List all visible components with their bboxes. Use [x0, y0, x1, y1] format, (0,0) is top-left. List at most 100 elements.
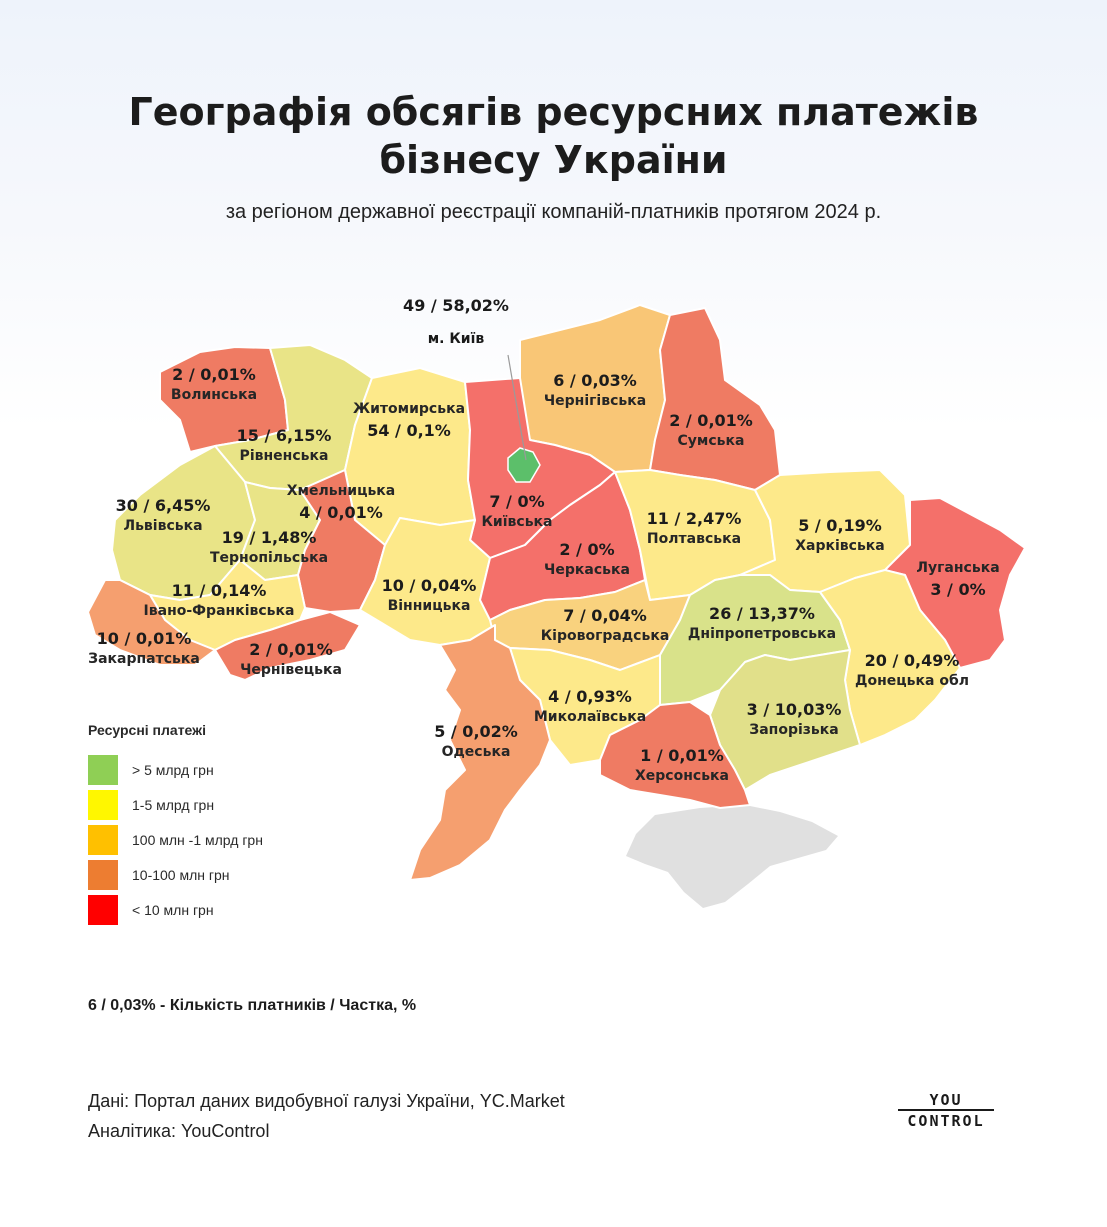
value-donetska: 20 / 0,49% — [864, 651, 960, 670]
region-zakarpatska[interactable] — [87, 579, 216, 666]
value-dnipropetrovska: 26 / 13,37% — [709, 604, 815, 623]
kyiv-city-name: м. Київ — [427, 331, 485, 347]
region-chernivetska[interactable] — [214, 611, 361, 681]
legend-label: > 5 млрд грн — [132, 761, 214, 778]
legend-item: 1-5 млрд грн — [88, 787, 263, 822]
format-note: 6 / 0,03% - Кількість платників / Частка… — [88, 997, 417, 1014]
name-zhytomyrska: Житомирська — [352, 401, 466, 417]
label-chernihivska: 6 / 0,03% Чернігівська — [544, 370, 646, 412]
label-zaporizka: 3 / 10,03% Запорізька — [747, 699, 842, 741]
label-ivano-frankivska: 11 / 0,14% Івано-Франківська — [144, 580, 295, 622]
legend-item: 10-100 млн грн — [88, 857, 263, 892]
page-subtitle: за регіоном державної реєстрації компані… — [225, 201, 882, 223]
source-analytics-line: Аналітика: YouControl — [88, 1121, 270, 1141]
name-khmelnytska: Хмельницька — [286, 483, 396, 499]
label-sumska: 2 / 0,01% Сумська — [669, 410, 753, 452]
legend-item: 100 млн -1 млрд грн — [88, 822, 263, 857]
label-kirovohradska: 7 / 0,04% Кіровоградська — [541, 605, 670, 647]
value-khmelnytska: 4 / 0,01% — [299, 503, 383, 522]
name-volynska: Волинська — [170, 387, 258, 403]
value-chernihivska: 6 / 0,03% — [553, 371, 637, 390]
label-ternopilska: 19 / 1,48% Тернопільська — [210, 527, 328, 569]
logo-top: YOU — [929, 1091, 963, 1109]
label-lvivska: 30 / 6,45% Львівська — [116, 495, 211, 537]
name-rivnenska: Рівненська — [239, 448, 329, 464]
youcontrol-logo: YOU CONTROL — [898, 1092, 994, 1129]
value-poltavska: 11 / 2,47% — [646, 509, 742, 528]
region-odeska[interactable] — [409, 624, 551, 881]
source-data-line: Дані: Портал даних видобувної галузі Укр… — [88, 1091, 565, 1111]
value-ternopilska: 19 / 1,48% — [221, 528, 317, 547]
label-donetska: 20 / 0,49% Донецька обл — [855, 650, 969, 692]
region-kyiv-city[interactable] — [507, 447, 541, 483]
title-line-1: Географія обсягів ресурсних платежів — [128, 90, 979, 134]
value-zaporizka: 3 / 10,03% — [746, 700, 842, 719]
legend-title: Ресурсні платежі — [88, 722, 206, 738]
name-chernivetska: Чернівецька — [240, 662, 342, 678]
name-kirovohradska: Кіровоградська — [540, 628, 670, 644]
label-dnipropetrovska: 26 / 13,37% Дніпропетровська — [688, 603, 836, 645]
legend-swatch-over-5bn — [88, 754, 118, 785]
legend-swatch-100m-1bn — [88, 824, 118, 855]
label-volynska: 2 / 0,01% Волинська — [171, 364, 257, 406]
label-poltavska: 11 / 2,47% Полтавська — [647, 508, 742, 550]
value-odeska: 5 / 0,02% — [434, 722, 518, 741]
name-mykolaivska: Миколаївська — [533, 709, 647, 725]
name-kharkivska: Харківська — [795, 538, 885, 554]
region-khersonska[interactable] — [599, 701, 751, 809]
label-vinnytska: 10 / 0,04% Вінницька — [382, 575, 477, 617]
name-luhanska: Луганська — [916, 560, 1000, 576]
legend-swatch-1-5bn — [88, 789, 118, 820]
value-mykolaivska: 4 / 0,93% — [548, 687, 632, 706]
value-kyivska: 7 / 0% — [489, 492, 545, 511]
title-line-2: бізнесу України — [379, 138, 728, 182]
name-ternopilska: Тернопільська — [209, 550, 329, 566]
label-khmelnytska: Хмельницька 4 / 0,01% — [287, 481, 396, 523]
name-lvivska: Львівська — [123, 518, 203, 534]
legend-label: 10-100 млн грн — [132, 866, 230, 883]
value-khersonska: 1 / 0,01% — [640, 746, 724, 765]
value-zakarpatska: 10 / 0,01% — [96, 629, 192, 648]
legend-item: > 5 млрд грн — [88, 752, 263, 787]
legend-swatch-under-10m — [88, 894, 118, 925]
label-rivnenska: 15 / 6,15% Рівненська — [237, 425, 332, 467]
label-zakarpatska: 10 / 0,01% Закарпатська — [88, 628, 200, 670]
page-title: Географія обсягів ресурсних платежів біз… — [0, 88, 1107, 184]
legend-item: < 10 млн грн — [88, 892, 263, 927]
source-block: Дані: Портал даних видобувної галузі Укр… — [88, 1086, 565, 1146]
label-chernivetska: 2 / 0,01% Чернівецька — [240, 639, 342, 681]
name-vinnytska: Вінницька — [387, 598, 471, 614]
region-crimea — [626, 805, 838, 908]
name-khersonska: Херсонська — [634, 768, 730, 784]
label-khersonska: 1 / 0,01% Херсонська — [635, 745, 729, 787]
value-chernivetska: 2 / 0,01% — [249, 640, 333, 659]
name-ivano-frankivska: Івано-Франківська — [143, 603, 295, 619]
value-vinnytska: 10 / 0,04% — [381, 576, 477, 595]
legend-swatch-10-100m — [88, 859, 118, 890]
value-lvivska: 30 / 6,45% — [115, 496, 211, 515]
name-sumska: Сумська — [677, 433, 745, 449]
region-khmelnytska[interactable] — [297, 469, 386, 613]
legend: Ресурсні платежі > 5 млрд грн 1-5 млрд г… — [88, 722, 263, 927]
value-ivano-frankivska: 11 / 0,14% — [171, 581, 267, 600]
label-mykolaivska: 4 / 0,93% Миколаївська — [534, 686, 646, 728]
legend-label: 100 млн -1 млрд грн — [132, 831, 263, 848]
region-sumska[interactable] — [649, 307, 781, 491]
value-luhanska: 3 / 0% — [930, 580, 986, 599]
name-chernihivska: Чернігівська — [543, 393, 647, 409]
label-kharkivska: 5 / 0,19% Харківська — [795, 515, 885, 557]
value-volynska: 2 / 0,01% — [172, 365, 256, 384]
value-cherkaska: 2 / 0% — [559, 540, 615, 559]
value-kirovohradska: 7 / 0,04% — [563, 606, 647, 625]
label-kyivska: 7 / 0% Київська — [481, 491, 552, 533]
label-zhytomyrska: Житомирська 54 / 0,1% — [353, 399, 465, 441]
label-luhanska: Луганська 3 / 0% — [916, 558, 999, 600]
value-zhytomyrska: 54 / 0,1% — [367, 421, 451, 440]
label-odeska: 5 / 0,02% Одеська — [434, 721, 518, 763]
value-rivnenska: 15 / 6,15% — [236, 426, 332, 445]
name-zaporizka: Запорізька — [749, 722, 839, 738]
name-zakarpatska: Закарпатська — [88, 651, 200, 667]
label-cherkaska: 2 / 0% Черкаська — [544, 539, 630, 581]
name-poltavska: Полтавська — [646, 531, 742, 547]
